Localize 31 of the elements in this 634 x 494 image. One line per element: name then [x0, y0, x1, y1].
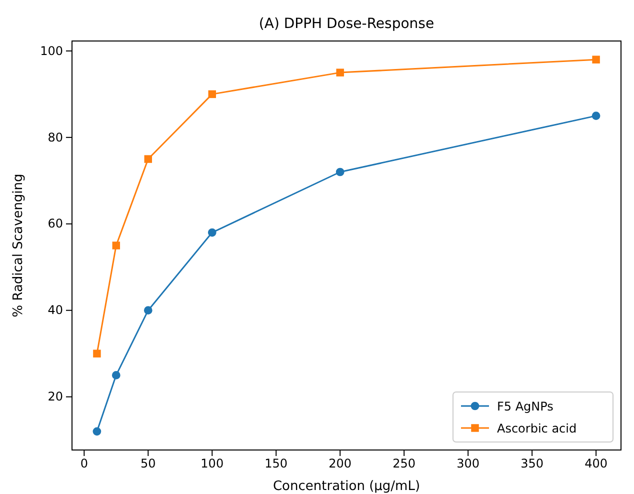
x-tick-label: 200: [328, 456, 352, 471]
x-tick-label: 100: [200, 456, 224, 471]
point: [93, 350, 101, 358]
y-tick-label: 60: [48, 216, 63, 231]
x-tick-label: 150: [264, 456, 288, 471]
point: [92, 427, 102, 436]
point: [208, 228, 216, 237]
point: [112, 242, 120, 250]
point: [336, 68, 344, 76]
y-tick-label: 100: [40, 44, 63, 58]
x-tick-label: 50: [140, 456, 156, 471]
point: [112, 371, 120, 380]
y-tick-label: 20: [48, 390, 63, 404]
y-axis-title: % Radical Scavenging: [11, 174, 26, 318]
x-tick-label: 400: [584, 456, 608, 471]
x-tick-label: 250: [392, 456, 416, 471]
point: [592, 56, 600, 64]
point: [208, 90, 216, 98]
point: [144, 306, 152, 315]
x-tick-label: 0: [80, 456, 88, 471]
legend-label: Ascorbic acid: [497, 422, 577, 436]
x-axis-title: Concentration (µg/mL): [272, 479, 420, 494]
x-tick-label: 300: [456, 456, 480, 471]
x-tick-label: 350: [520, 456, 544, 471]
point: [336, 168, 344, 176]
legend-label: F5 AgNPs: [497, 400, 554, 414]
y-tick-label: 80: [48, 130, 63, 144]
chart-title: (A) DPPH Dose-Response: [258, 16, 434, 32]
point: [592, 112, 600, 120]
point: [144, 155, 152, 163]
y-tick-label: 40: [48, 303, 63, 318]
